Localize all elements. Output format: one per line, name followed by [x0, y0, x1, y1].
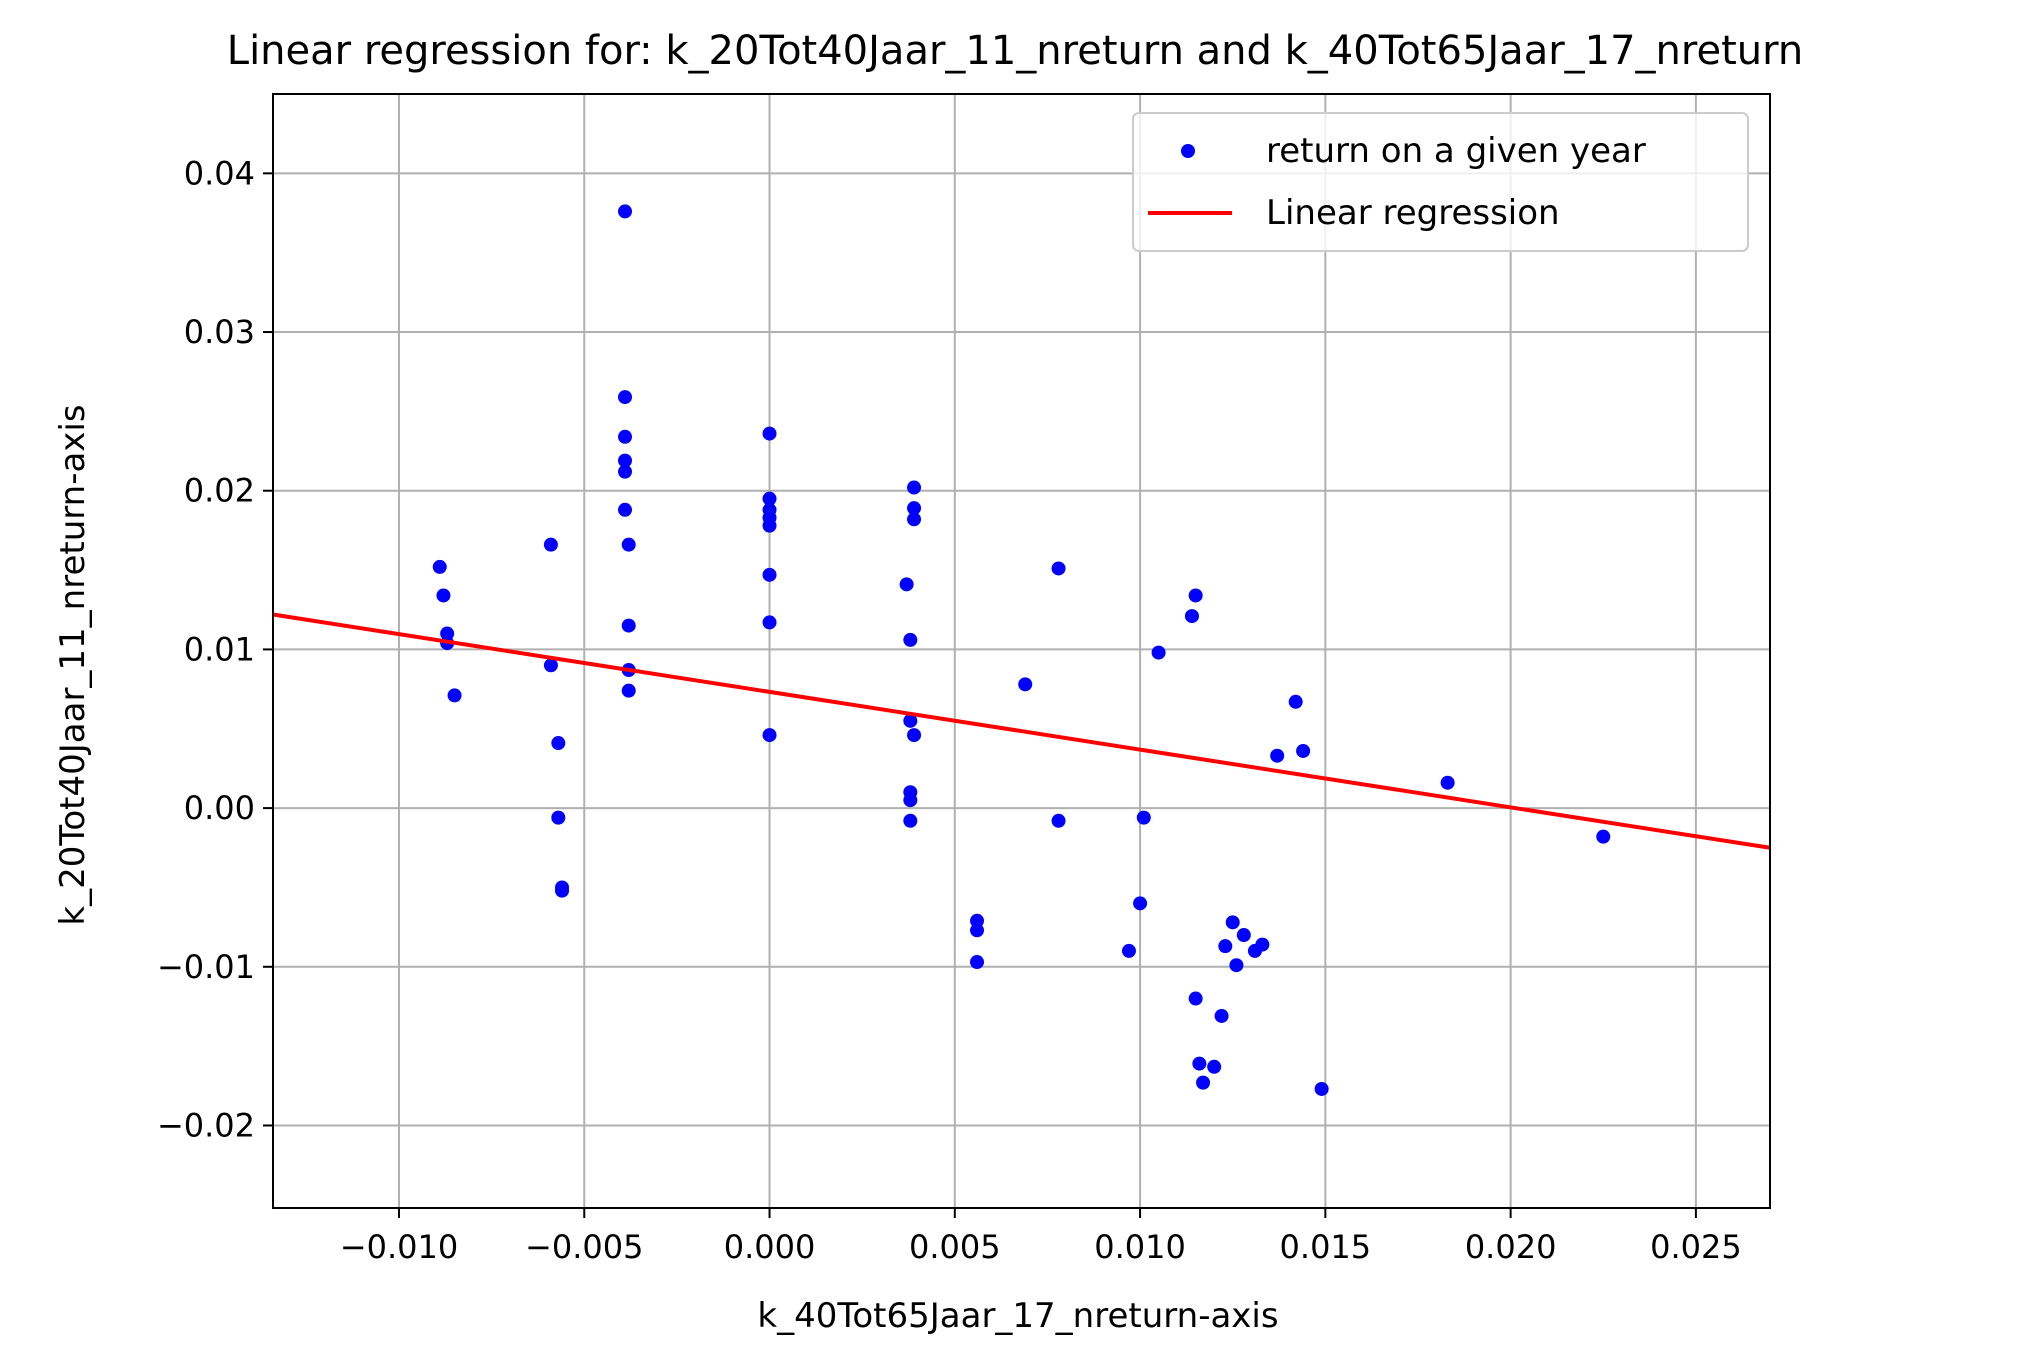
- y-tick-label: 0.01: [184, 630, 255, 668]
- legend-box: [1132, 112, 1749, 252]
- scatter-point: [1288, 694, 1303, 709]
- scatter-point: [762, 567, 777, 582]
- scatter-point: [907, 501, 922, 516]
- regression-line-layer: [272, 612, 1771, 850]
- scatter-point: [543, 658, 558, 673]
- scatter-point: [1440, 775, 1455, 790]
- scatter-point: [1229, 958, 1244, 973]
- y-tick-label: −0.02: [157, 1106, 255, 1144]
- scatter-point: [903, 632, 918, 647]
- legend-label-regression: Linear regression: [1266, 193, 1560, 233]
- x-tick-label: 0.010: [1094, 1228, 1186, 1266]
- scatter-point: [762, 518, 777, 533]
- scatter-point: [1314, 1081, 1329, 1096]
- scatter-point: [618, 390, 633, 405]
- y-tick-label: 0.00: [184, 789, 255, 827]
- scatter-point: [1255, 937, 1270, 952]
- scatter-point: [903, 713, 918, 728]
- scatter-point: [447, 688, 462, 703]
- scatter-point: [903, 793, 918, 808]
- scatter-point: [432, 559, 447, 574]
- scatter-point: [1296, 743, 1311, 758]
- scatter-point: [621, 683, 636, 698]
- scatter-point: [1133, 896, 1148, 911]
- scatter-point: [907, 512, 922, 527]
- scatter-point: [1192, 1056, 1207, 1071]
- scatter-point: [1196, 1075, 1211, 1090]
- scatter-point: [1596, 829, 1611, 844]
- scatter-point: [436, 588, 451, 603]
- scatter-point: [621, 537, 636, 552]
- scatter-point: [1151, 645, 1166, 660]
- scatter-point: [618, 502, 633, 517]
- x-tick-label: 0.005: [909, 1228, 1001, 1266]
- y-tick-label: 0.03: [184, 313, 255, 351]
- scatter-point: [762, 426, 777, 441]
- scatter-point: [970, 955, 985, 970]
- legend-label-scatter: return on a given year: [1266, 131, 1646, 171]
- scatter-point: [1121, 943, 1136, 958]
- scatter-point: [762, 615, 777, 630]
- y-axis-label: k_20Tot40Jaar_11_nreturn-axis: [53, 404, 93, 925]
- scatter-point: [618, 464, 633, 479]
- scatter-point: [899, 577, 914, 592]
- regression-line: [272, 612, 1771, 850]
- scatter-point: [762, 491, 777, 506]
- y-tick-label: 0.04: [184, 154, 255, 192]
- scatter-point: [618, 429, 633, 444]
- scatter-point: [551, 810, 566, 825]
- scatter-point: [555, 883, 570, 898]
- grid-lines: [273, 94, 1770, 1208]
- x-tick-label: 0.015: [1280, 1228, 1372, 1266]
- legend: return on a given year Linear regression: [1132, 112, 1749, 252]
- scatter-point: [1188, 588, 1203, 603]
- x-tick-label: 0.020: [1465, 1228, 1557, 1266]
- scatter-point: [543, 537, 558, 552]
- scatter-point: [907, 728, 922, 743]
- scatter-point: [1236, 928, 1251, 943]
- scatter-point: [1218, 939, 1233, 954]
- scatter-point: [1225, 915, 1240, 930]
- x-tick-label: 0.025: [1650, 1228, 1742, 1266]
- scatter-point: [1214, 1008, 1229, 1023]
- y-tick-label: 0.02: [184, 472, 255, 510]
- scatter-points: [432, 204, 1611, 1096]
- x-axis-label: k_40Tot65Jaar_17_nreturn-axis: [757, 1296, 1278, 1336]
- scatter-point: [970, 923, 985, 938]
- scatter-point: [907, 480, 922, 495]
- scatter-point: [1018, 677, 1033, 692]
- axis-ticks: −0.010 −0.005 0.000 0.005 0.010 0.015 0.020 0.0…: [157, 154, 1742, 1266]
- scatter-point: [1136, 810, 1151, 825]
- scatter-point: [1270, 748, 1285, 763]
- scatter-point: [618, 453, 633, 468]
- x-tick-label: 0.000: [724, 1228, 816, 1266]
- scatter-point: [618, 204, 633, 219]
- legend-scatter-marker: [1181, 144, 1195, 158]
- plot-frame: [272, 93, 1771, 1209]
- x-tick-label: −0.005: [525, 1228, 643, 1266]
- scatter-point: [1051, 561, 1066, 576]
- chart-title: Linear regression for: k_20Tot40Jaar_11_…: [227, 28, 1803, 74]
- scatter-point: [1188, 991, 1203, 1006]
- scatter-point: [762, 728, 777, 743]
- scatter-point: [621, 618, 636, 633]
- scatter-point: [1207, 1059, 1222, 1074]
- scatter-point: [1184, 609, 1199, 624]
- y-tick-label: −0.01: [157, 948, 255, 986]
- scatter-point: [903, 813, 918, 828]
- x-tick-label: −0.010: [340, 1228, 458, 1266]
- scatter-point: [551, 736, 566, 751]
- scatter-point: [1051, 813, 1066, 828]
